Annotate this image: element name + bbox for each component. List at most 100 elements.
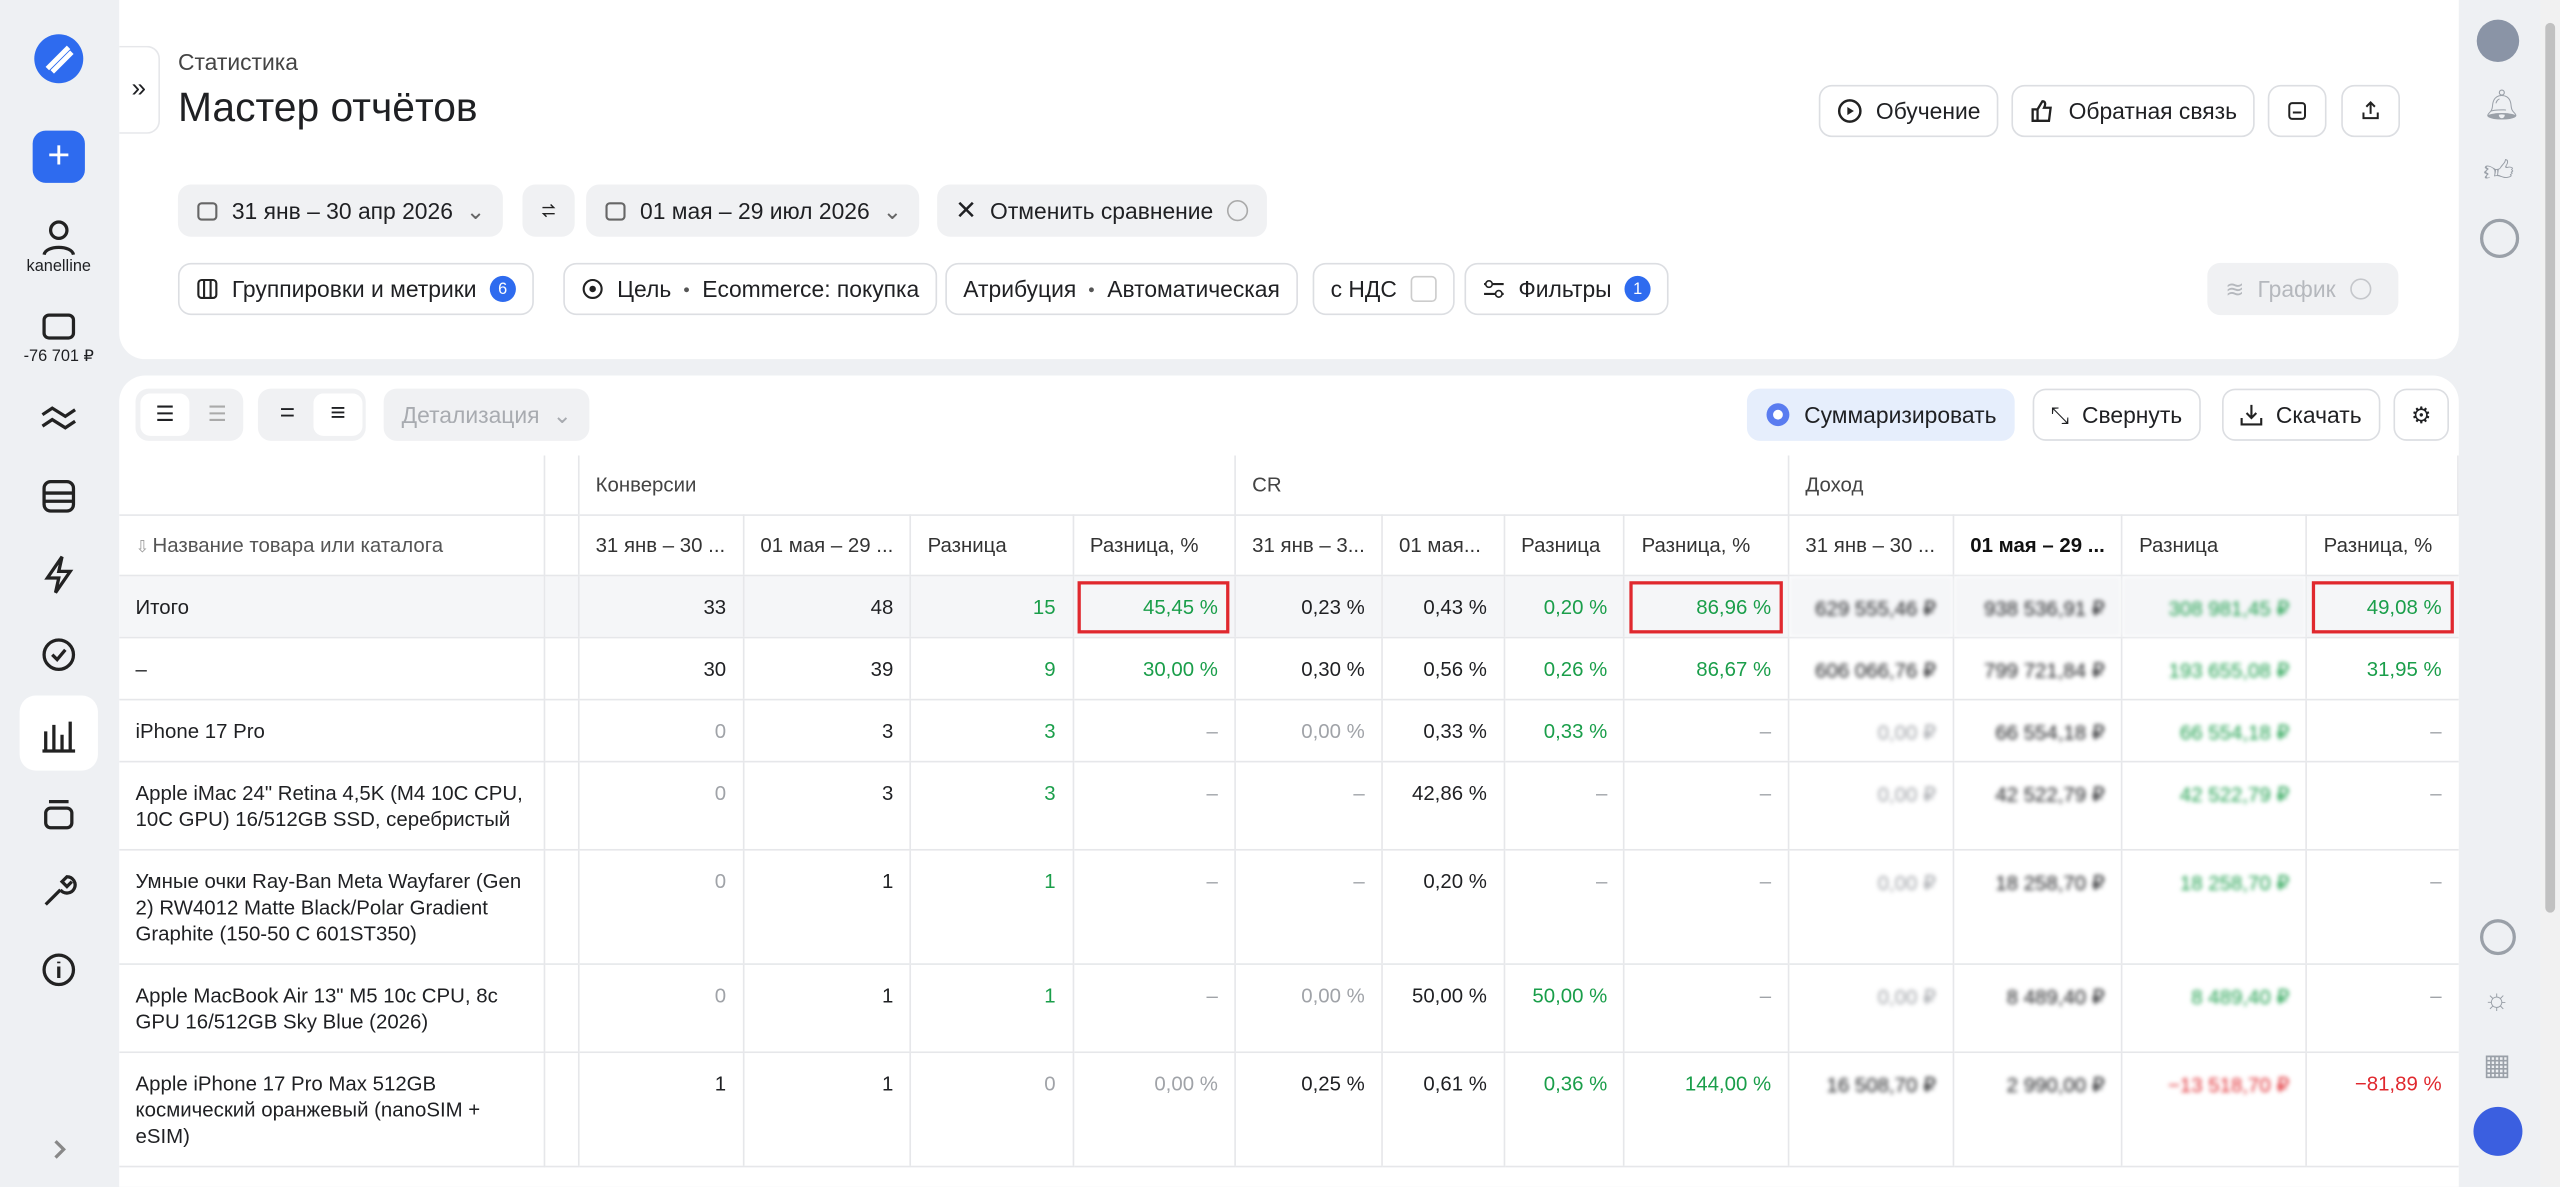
theme[interactable]: ☼ [2483,982,2511,1016]
breadcrumb[interactable]: Статистика [177,48,299,76]
table-cell: 0,00 ₽ [1787,699,1954,763]
column-header[interactable]: Разница, % [1623,515,1789,577]
table-cell: 66 554,18 ₽ [1952,699,2122,763]
table-row: Apple iMac 24" Retina 4,5K (M4 10C CPU, … [119,761,2458,851]
table-cell: – [2305,964,2458,1054]
nav-icon[interactable] [36,712,82,758]
notifications[interactable]: 🔔︎ [2483,88,2521,121]
row-name: iPhone 17 Pro [119,699,545,763]
nav-active[interactable] [19,695,98,771]
column-header[interactable]: Разница [1503,515,1625,577]
nav-icon[interactable] [36,790,82,836]
table-cell: 39 [742,637,911,701]
table-card: ☰ ☰ = ≡ Детализация ⌄ Суммаризировать ⤡ Свер… [119,375,2459,1187]
button-label: Обучение [1875,97,1981,125]
vat-toggle[interactable]: с НДС [1312,262,1455,316]
button-label: Обратная связь [2068,97,2237,125]
assistant[interactable] [2473,1106,2523,1156]
learn-button[interactable]: Обучение [1818,84,1999,138]
table-cell: – [1071,964,1236,1054]
table-cell: 0,00 % [1071,1052,1236,1168]
column-header[interactable]: 01 мая – 29 ... [1952,515,2122,577]
row-name: – [119,637,545,701]
table-cell: 0 [577,699,744,763]
column-header[interactable]: 01 мая... [1381,515,1505,577]
table-cell: 1 [742,1052,911,1168]
avatar[interactable] [2476,19,2520,63]
group-header-row: Конверсии CR Доход [119,455,2459,516]
cancel-compare[interactable]: ✕ Отменить сравнение [937,184,1268,237]
column-header[interactable]: 31 янв – 30 ... [577,515,744,577]
table-cell: – [2305,699,2458,763]
group-header: Доход [1787,455,2459,516]
feedback-button[interactable]: Обратная связь [2011,84,2255,138]
expand-icon[interactable] [36,1127,82,1173]
button-label: Атрибуция [963,275,1077,303]
column-header[interactable]: Разница [2121,515,2307,577]
button-label: График [2257,275,2336,303]
sidebar: + kanelline -76 701 ₽ [0,0,118,1187]
period-first[interactable]: 31 янв – 30 апр 2026 ⌄ [177,184,504,237]
download-button[interactable]: Скачать [2222,388,2380,441]
column-header[interactable]: Разница [909,515,1073,577]
table-cell: 48 [742,575,911,639]
nav-icon[interactable] [36,947,82,993]
collapse-button[interactable]: ⤡ Свернуть [2032,388,2201,441]
table-cell: 0,33 % [1381,699,1505,763]
table-cell: 31,95 % [2305,637,2458,701]
like[interactable]: 👍︎ [2483,155,2514,188]
table-cell: 50,00 % [1503,964,1625,1054]
header-cell [119,455,545,516]
table-cell: 66 554,18 ₽ [2121,699,2307,763]
toggle-panel[interactable]: » [119,45,160,134]
table-cell: – [2305,761,2458,851]
goal-button[interactable]: Цель Ecommerce: покупка [563,262,938,316]
button-label: Свернуть [2081,401,2183,428]
apps[interactable]: ▦ [2483,1048,2512,1081]
filters-button[interactable]: Фильтры 1 [1464,262,1669,316]
language[interactable] [2479,919,2516,956]
table-cell: 799 721,84 ₽ [1952,637,2122,701]
table-cell: 0 [909,1052,1073,1168]
swap-button[interactable] [522,184,575,237]
table-cell: 0,26 % [1503,637,1625,701]
attribution-button[interactable]: Атрибуция Автоматическая [945,262,1298,316]
settings-button[interactable]: ⚙ [2393,388,2449,441]
column-header[interactable]: Разница, % [1071,515,1236,577]
table-cell: – [1623,964,1789,1054]
view-switch[interactable]: ☰ ☰ [135,388,244,441]
nav-icon[interactable] [36,869,82,915]
play[interactable] [2479,218,2520,258]
spacer [544,849,579,965]
period-second[interactable]: 01 мая – 29 июл 2026 ⌄ [586,184,920,237]
nav-icon[interactable] [36,632,82,678]
wallet-icon[interactable] [36,304,82,350]
groupings-button[interactable]: Группировки и метрики 6 [177,262,534,316]
column-header[interactable]: 01 мая – 29 ... [742,515,911,577]
nav-icon[interactable] [36,395,82,441]
nav-icon[interactable] [36,552,82,598]
table-cell: 49,08 % [2305,575,2458,639]
summarize-button[interactable]: Суммаризировать [1746,388,2015,441]
button-value: Автоматическая [1107,275,1280,303]
table-cell: 30 [577,637,744,701]
chart-button[interactable]: ≋ График [2207,262,2399,316]
share-button[interactable] [2341,84,2400,138]
column-header[interactable]: Разница, % [2305,515,2458,577]
add-button[interactable]: + [32,130,85,183]
column-header[interactable]: 31 янв – 3... [1234,515,1382,577]
logo [34,34,84,84]
nav-icon[interactable] [36,473,82,519]
save-button[interactable] [2267,84,2327,138]
density-switch[interactable]: = ≡ [257,388,366,441]
table-cell: – [1623,761,1789,851]
column-header[interactable]: 31 янв – 30 ... [1787,515,1954,577]
table-cell: 0 [577,849,744,965]
user-icon[interactable] [36,216,82,262]
period-label: 31 янв – 30 апр 2026 [231,197,453,224]
table-cell: 33 [577,575,744,639]
column-header-row: ⇩ Название товара или каталога 31 янв – 30… [119,515,2458,577]
table-cell: 3 [742,699,911,763]
detail-select[interactable]: Детализация ⌄ [383,388,590,441]
